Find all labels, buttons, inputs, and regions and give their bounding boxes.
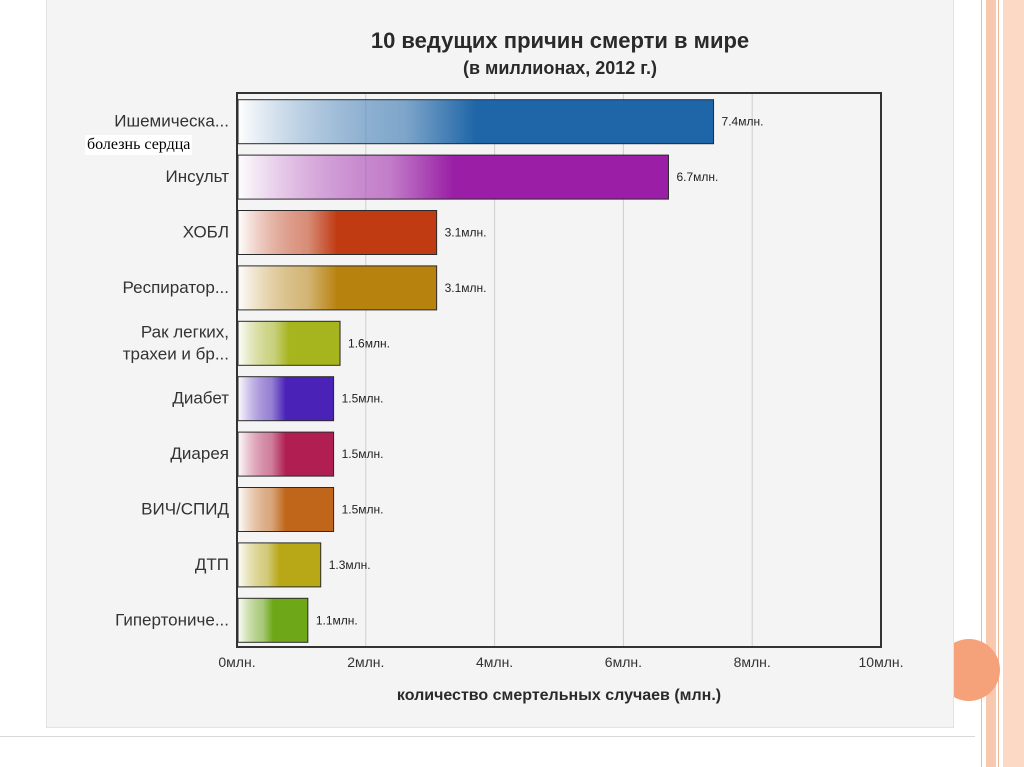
- bar: [237, 210, 438, 255]
- x-tick-label: 10млн.: [859, 654, 904, 670]
- category-label: ХОБЛ: [183, 223, 229, 242]
- bar-chart: 10 ведущих причин смерти в мире (в милли…: [114, 28, 904, 704]
- data-label: 7.4млн.: [722, 115, 764, 129]
- category-label: трахеи и бр...: [123, 344, 229, 363]
- data-label: 1.5млн.: [342, 503, 384, 517]
- slide-stripe: [981, 0, 982, 767]
- category-label: Диарея: [170, 444, 229, 463]
- data-label: 6.7млн.: [676, 170, 718, 184]
- bar: [237, 487, 335, 532]
- slide-stripe: [998, 0, 999, 767]
- bar: [237, 99, 715, 145]
- category-label: Ишемическа...: [114, 112, 229, 131]
- plot-area-frame: [236, 92, 882, 648]
- slide-stripe: [986, 0, 996, 767]
- bar: [237, 597, 309, 643]
- bar: [237, 265, 438, 311]
- chart-subtitle: (в миллионах, 2012 г.): [463, 58, 657, 78]
- data-label: 1.5млн.: [342, 447, 384, 461]
- x-tick-label: 2млн.: [347, 654, 384, 670]
- slide-stripe: [1003, 0, 1024, 767]
- chart-container: 10 ведущих причин смерти в мире (в милли…: [46, 0, 954, 728]
- x-tick-label: 6млн.: [605, 654, 642, 670]
- slide-divider: [0, 736, 975, 737]
- data-label: 3.1млн.: [445, 281, 487, 295]
- bar: [237, 431, 335, 477]
- x-tick-label: 0млн.: [218, 654, 255, 670]
- category-label: Инсульт: [166, 167, 230, 186]
- category-label: ВИЧ/СПИД: [141, 500, 229, 519]
- x-tick-label: 4млн.: [476, 654, 513, 670]
- data-label: 1.6млн.: [348, 336, 390, 350]
- x-tick-label: 8млн.: [734, 654, 771, 670]
- x-axis-label: количество смертельных случаев (млн.): [397, 687, 721, 704]
- category-label: Гипертониче...: [115, 610, 229, 629]
- category-label: Респиратор...: [123, 278, 229, 297]
- bar: [237, 154, 669, 200]
- category-label: Рак легких,: [141, 322, 229, 341]
- data-label: 1.5млн.: [342, 392, 384, 406]
- bar: [237, 376, 335, 422]
- category-label: Диабет: [172, 389, 229, 408]
- category-overlay-label: болезнь сердца: [85, 135, 193, 155]
- chart-title: 10 ведущих причин смерти в мире: [371, 28, 749, 53]
- bar: [237, 542, 322, 588]
- data-label: 1.1млн.: [316, 613, 358, 627]
- data-label: 3.1млн.: [445, 226, 487, 240]
- bar: [237, 320, 341, 366]
- category-label: ДТП: [195, 555, 229, 574]
- data-label: 1.3млн.: [329, 558, 371, 572]
